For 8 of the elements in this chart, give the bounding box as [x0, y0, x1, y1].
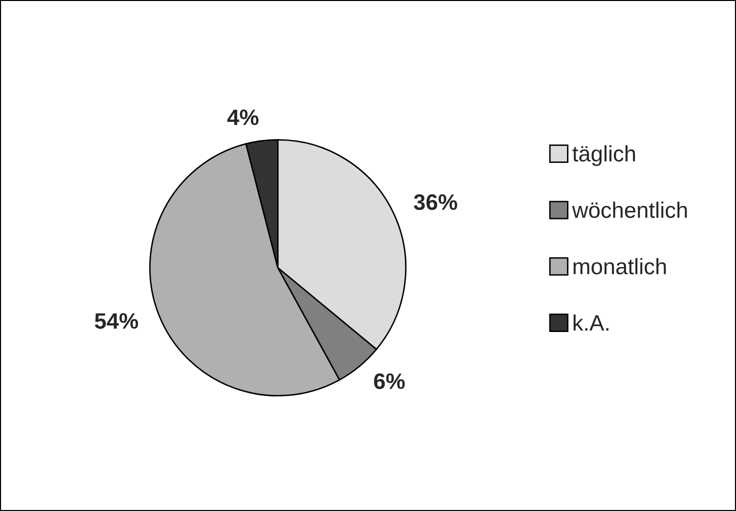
legend-label: k.A. — [574, 314, 608, 331]
data-label: 6% — [374, 373, 405, 390]
data-label: 54% — [94, 313, 138, 329]
legend-label: monatlich — [574, 258, 666, 274]
data-label: 4% — [227, 110, 258, 126]
legend-label: wöchentlich — [572, 202, 687, 218]
legend-label: täglich — [572, 145, 635, 166]
data-label: 36% — [414, 194, 458, 210]
